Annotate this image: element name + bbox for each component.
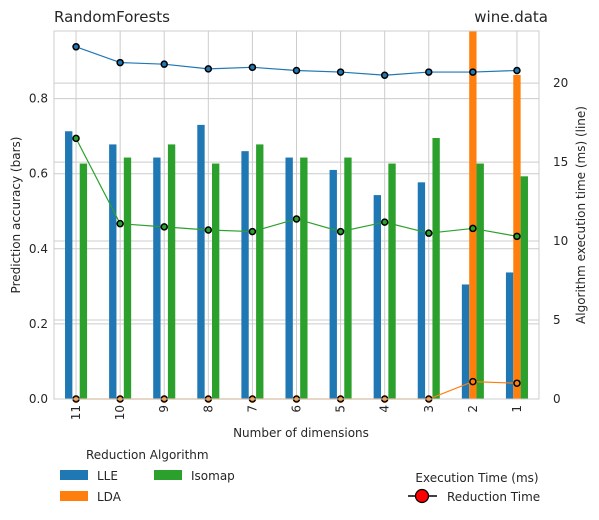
bar-isomap-3 [432,138,440,400]
bar-lle-4 [373,195,382,399]
bar-lle-2 [461,284,470,399]
y-tick-label-left-2: 0.4 [29,242,48,256]
legend-title: Reduction Algorithm [86,448,209,462]
point-lda-2 [469,377,477,386]
legend-execution-time: Execution Time (ms) Reduction Time [408,471,540,504]
y-tick-label-left-3: 0.6 [29,167,48,181]
x-tick-label-2: 2 [466,405,480,413]
point-isomap-3 [425,229,433,237]
bars [65,31,528,400]
x-tick-label-4: 4 [378,405,392,413]
bar-lda-2 [469,31,477,399]
x-tick-label-11: 11 [69,405,83,420]
point-lle-7 [248,63,257,72]
y-tick-label-left-1: 0.2 [29,317,48,331]
point-lle-10 [116,58,124,67]
point-lle-9 [160,60,168,68]
point-lda-1 [513,379,521,387]
legend-swatch-lda [60,491,88,501]
chart-title-right: wine.data [474,8,548,26]
legend-swatch-lle [60,470,88,480]
x-tick-label-3: 3 [422,405,436,413]
bar-lle-5 [329,169,337,399]
x-tick-label-7: 7 [245,405,259,413]
point-isomap-10 [116,219,124,228]
point-lle-5 [336,68,345,76]
bar-isomap-2 [476,163,484,399]
bar-isomap-11 [79,163,88,399]
y-tick-label-right-4: 20 [553,76,568,90]
legend2-title: Execution Time (ms) [415,471,538,485]
bar-isomap-8 [211,163,220,399]
x-tick-label-10: 10 [113,405,127,420]
y-axis-label-left: Prediction accuracy (bars) [9,137,23,294]
y-tick-label-right-1: 5 [553,313,561,327]
legend2-label: Reduction Time [447,490,540,504]
y-ticks-left: 0.0 0.2 0.4 0.6 0.8 [29,92,48,406]
point-isomap-5 [336,227,345,236]
x-tick-label-9: 9 [157,405,171,413]
point-isomap-4 [380,218,389,226]
bar-isomap-6 [300,157,308,399]
bar-lle-1 [505,272,514,399]
legend-label-lda: LDA [97,490,122,504]
point-lle-6 [292,66,301,75]
point-isomap-8 [204,226,213,234]
legend-label-isomap: Isomap [191,469,235,483]
bar-isomap-4 [388,163,396,399]
point-isomap-1 [513,232,521,241]
x-tick-label-6: 6 [290,405,304,413]
bar-lle-3 [417,182,426,399]
y-axis-label-right: Algorithm execution time (ms) (line) [574,106,588,324]
y-tick-label-right-2: 10 [553,234,568,248]
point-isomap-2 [469,224,477,233]
point-lle-2 [469,68,477,76]
point-isomap-6 [292,215,301,223]
y-ticks-right: 0 5 10 15 20 [553,76,568,406]
bar-isomap-10 [123,157,132,399]
point-lle-8 [204,65,213,73]
plot-frame [53,30,540,400]
bar-lle-11 [65,131,73,399]
y-tick-label-right-0: 0 [553,392,561,406]
bar-lle-6 [285,157,293,399]
y-tick-label-left-0: 0.0 [29,392,48,406]
point-lle-1 [513,66,521,75]
legend-swatch-isomap [154,470,182,480]
point-isomap-11 [72,134,80,143]
bar-isomap-9 [167,144,176,399]
x-axis-label: Number of dimensions [233,426,369,440]
point-isomap-7 [248,227,257,236]
x-ticks: 11 10 9 8 7 6 5 4 3 2 1 [69,405,524,420]
bar-isomap-7 [256,144,264,399]
y-tick-label-left-4: 0.8 [29,92,48,106]
point-lle-4 [380,71,389,79]
bar-lle-7 [241,151,249,399]
bar-lle-10 [109,144,117,399]
legend2-marker [414,488,430,504]
y-tick-label-right-3: 15 [553,155,568,169]
chart-title-left: RandomForests [54,8,170,26]
legend-label-lle: LLE [97,469,118,483]
bar-lle-8 [197,124,205,399]
bar-lle-9 [153,157,161,399]
bar-isomap-1 [520,176,528,399]
legend-algorithms: Reduction Algorithm LLE LDA Isomap [60,448,235,504]
point-isomap-9 [160,223,168,231]
x-tick-label-8: 8 [201,405,215,413]
x-tick-label-1: 1 [510,405,524,413]
bar-isomap-5 [344,157,352,399]
point-lle-11 [72,43,80,51]
x-tick-label-5: 5 [334,405,348,413]
point-lle-3 [425,68,433,76]
